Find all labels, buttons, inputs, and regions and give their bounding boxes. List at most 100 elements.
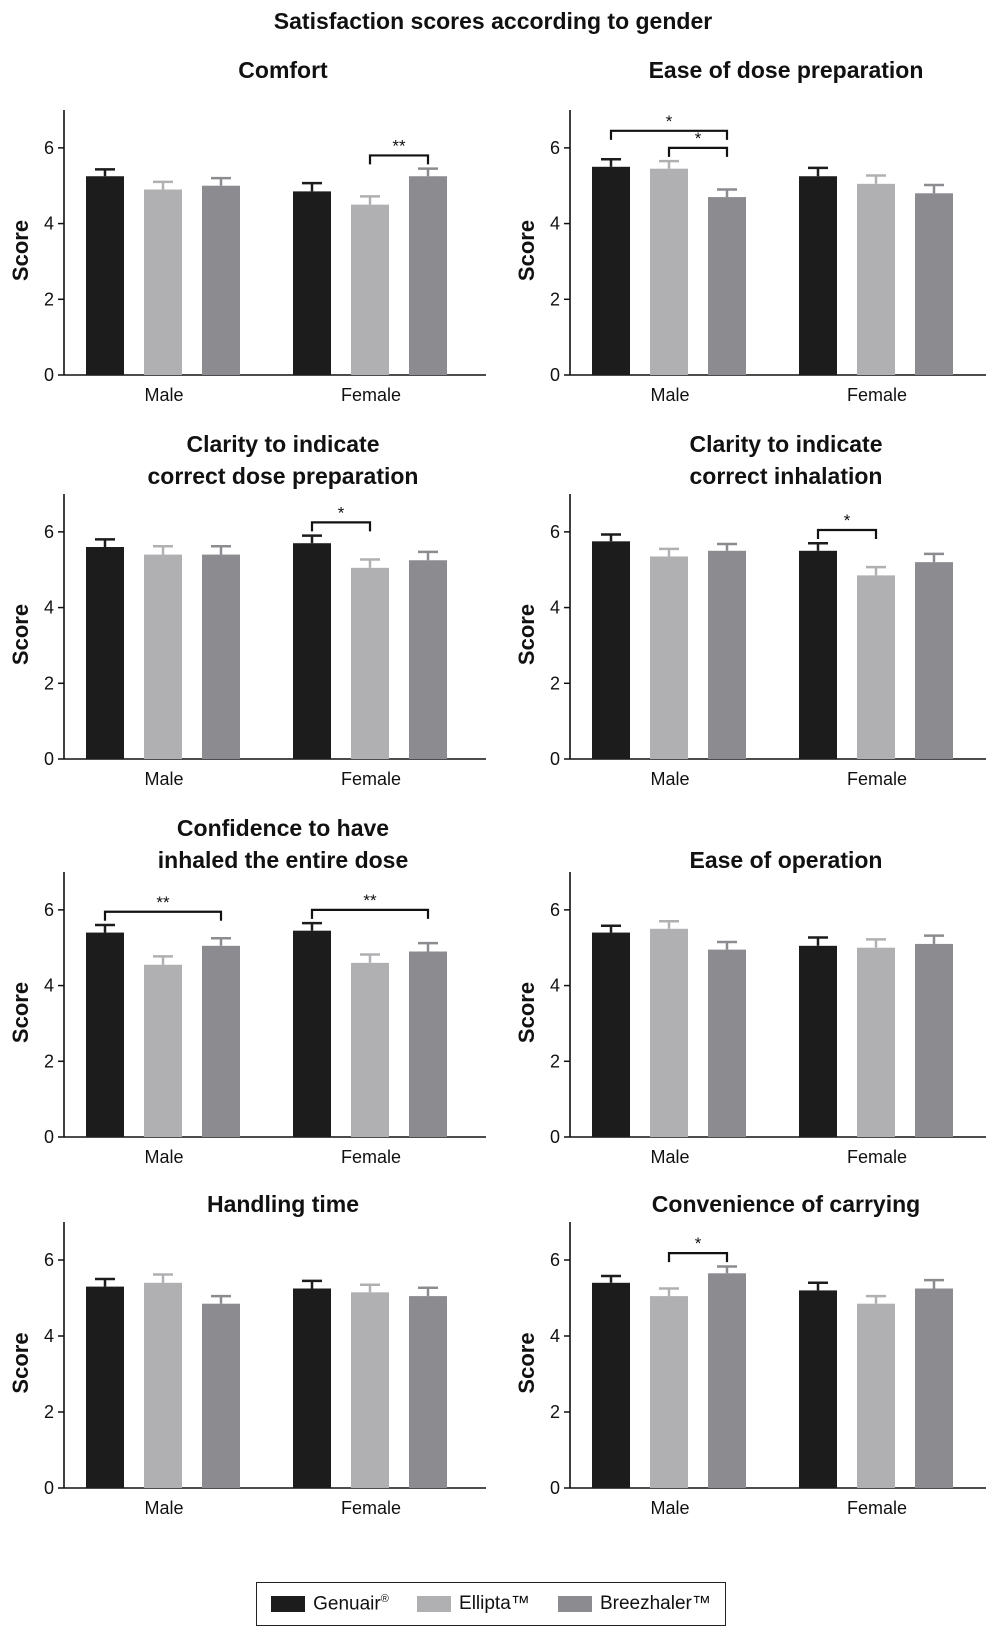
category-label-4-1: Female: [341, 1147, 401, 1167]
y-tick-label-0-1: 2: [44, 289, 54, 309]
bar-breezhaler-0-0: [202, 185, 240, 375]
bar-genuair-5-0: [592, 932, 630, 1137]
category-label-5-1: Female: [847, 1147, 907, 1167]
significance-label-1-1: *: [695, 129, 702, 148]
bar-breezhaler-7-1: [915, 1288, 953, 1488]
bar-ellipta-3-0: [650, 556, 688, 759]
bar-ellipta-4-0: [144, 964, 182, 1137]
y-tick-label-4-1: 2: [44, 1051, 54, 1071]
category-label-3-0: Male: [650, 769, 689, 789]
y-tick-label-2-2: 4: [44, 598, 54, 618]
bar-genuair-4-1: [293, 930, 331, 1137]
panel-title-6-line-0: Handling time: [207, 1191, 359, 1217]
significance-bracket-1-0: [609, 129, 729, 140]
y-tick-label-5-1: 2: [550, 1051, 560, 1071]
significance-label-0-0: **: [392, 136, 406, 155]
y-tick-label-6-2: 4: [44, 1326, 54, 1346]
y-tick-label-3-0: 0: [550, 749, 560, 769]
bar-genuair-6-1: [293, 1288, 331, 1488]
significance-bracket-4-1: [310, 908, 430, 919]
bar-breezhaler-5-0: [708, 949, 746, 1137]
y-axis-label-4: Score: [8, 982, 33, 1043]
bar-genuair-1-1: [799, 176, 837, 375]
y-axis-label-5: Score: [514, 982, 539, 1043]
legend-label-genuair: Genuair®: [313, 1592, 389, 1615]
bar-breezhaler-3-1: [915, 562, 953, 759]
panel-title-7-line-0: Convenience of carrying: [652, 1191, 920, 1217]
significance-bracket-0-0: [368, 154, 430, 165]
bar-ellipta-6-0: [144, 1282, 182, 1488]
category-label-6-0: Male: [144, 1498, 183, 1518]
legend-swatch-genuair: [271, 1595, 306, 1612]
y-tick-label-7-1: 2: [550, 1402, 560, 1422]
y-tick-label-5-2: 4: [550, 976, 560, 996]
bar-breezhaler-6-0: [202, 1303, 240, 1488]
category-label-1-0: Male: [650, 385, 689, 405]
panel-title-2-line-1: correct dose preparation: [148, 463, 419, 489]
y-tick-label-1-1: 2: [550, 289, 560, 309]
significance-label-1-0: *: [666, 112, 673, 131]
bar-ellipta-3-1: [857, 575, 895, 759]
bar-genuair-1-0: [592, 166, 630, 375]
y-tick-label-5-3: 6: [550, 900, 560, 920]
y-tick-label-7-2: 4: [550, 1326, 560, 1346]
y-tick-label-3-2: 4: [550, 598, 560, 618]
bar-ellipta-1-0: [650, 168, 688, 375]
category-label-2-0: Male: [144, 769, 183, 789]
bar-breezhaler-1-1: [915, 193, 953, 375]
panel-title-4-line-1: inhaled the entire dose: [158, 847, 409, 873]
y-tick-label-6-3: 6: [44, 1250, 54, 1270]
y-tick-label-2-1: 2: [44, 673, 54, 693]
y-tick-label-1-0: 0: [550, 365, 560, 385]
significance-bracket-1-1: [667, 146, 729, 157]
bar-breezhaler-0-1: [409, 176, 447, 375]
bar-ellipta-5-0: [650, 928, 688, 1137]
y-axis-label-6: Score: [8, 1332, 33, 1393]
significance-label-2-0: *: [338, 503, 345, 522]
bar-ellipta-6-1: [351, 1292, 389, 1488]
category-label-0-1: Female: [341, 385, 401, 405]
y-tick-label-3-1: 2: [550, 673, 560, 693]
bar-ellipta-7-0: [650, 1296, 688, 1488]
bar-breezhaler-3-0: [708, 550, 746, 759]
category-label-6-1: Female: [341, 1498, 401, 1518]
panel-title-1-line-0: Ease of dose preparation: [649, 57, 924, 83]
legend-swatch-ellipta: [417, 1596, 452, 1612]
y-axis-label-0: Score: [8, 220, 33, 281]
category-label-0-0: Male: [144, 385, 183, 405]
significance-label-3-0: *: [844, 511, 851, 530]
significance-bracket-3-0: [816, 528, 878, 539]
y-axis-label-7: Score: [514, 1332, 539, 1393]
legend-item-genuair: Genuair®: [271, 1593, 389, 1615]
panel-title-4-line-0: Confidence to have: [177, 815, 389, 841]
significance-bracket-7-0: [667, 1252, 729, 1263]
panel-title-2-line-0: Clarity to indicate: [187, 431, 380, 457]
panel-title-3-line-0: Clarity to indicate: [690, 431, 883, 457]
category-label-7-0: Male: [650, 1498, 689, 1518]
significance-label-4-0: **: [156, 893, 170, 912]
y-tick-label-7-0: 0: [550, 1478, 560, 1498]
bar-genuair-2-1: [293, 543, 331, 759]
significance-bracket-4-0: [103, 910, 223, 921]
bar-breezhaler-6-1: [409, 1296, 447, 1488]
bar-genuair-7-1: [799, 1290, 837, 1488]
category-label-4-0: Male: [144, 1147, 183, 1167]
bar-breezhaler-1-0: [708, 197, 746, 375]
y-axis-label-3: Score: [514, 604, 539, 665]
bar-genuair-4-0: [86, 932, 124, 1137]
panel-title-0-line-0: Comfort: [238, 57, 328, 83]
y-axis-label-1: Score: [514, 220, 539, 281]
legend: Genuair® Ellipta™ Breezhaler™: [256, 1582, 726, 1626]
bar-genuair-3-1: [799, 550, 837, 759]
legend-item-breezhaler: Breezhaler™: [557, 1593, 711, 1615]
y-tick-label-0-3: 6: [44, 138, 54, 158]
significance-label-4-1: **: [363, 891, 377, 910]
y-tick-label-7-3: 6: [550, 1250, 560, 1270]
y-tick-label-4-3: 6: [44, 900, 54, 920]
y-tick-label-0-0: 0: [44, 365, 54, 385]
bar-genuair-5-1: [799, 945, 837, 1137]
y-tick-label-2-3: 6: [44, 522, 54, 542]
legend-label-breezhaler: Breezhaler™: [599, 1593, 711, 1614]
y-tick-label-5-0: 0: [550, 1127, 560, 1147]
